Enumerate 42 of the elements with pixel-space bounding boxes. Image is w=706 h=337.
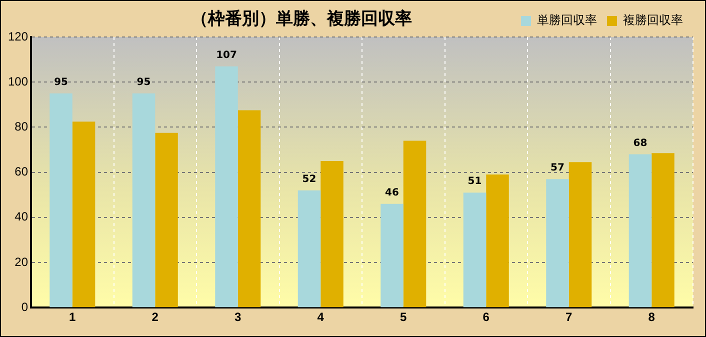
bar — [155, 132, 178, 308]
x-tick-label: 4 — [317, 310, 324, 324]
bar — [652, 153, 674, 308]
bar — [568, 162, 592, 308]
bar — [50, 93, 72, 308]
data-label: 107 — [216, 50, 237, 61]
bar — [463, 192, 486, 308]
x-tick-label: 6 — [482, 310, 490, 324]
bar — [215, 66, 238, 308]
data-label: 57 — [550, 162, 564, 174]
data-label: 51 — [468, 176, 482, 188]
x-tick-label: 2 — [152, 310, 159, 324]
data-label: 52 — [302, 174, 316, 185]
y-tick-label: 20 — [14, 254, 28, 269]
legend-label: 複勝回収率 — [623, 13, 683, 28]
x-tick-label: 7 — [566, 310, 573, 324]
x-tick-label: 8 — [648, 310, 656, 324]
bar — [132, 93, 156, 308]
bar — [486, 174, 509, 308]
bar — [628, 154, 652, 308]
data-label: 95 — [136, 76, 151, 88]
bar — [238, 110, 261, 308]
y-tick-label: 0 — [21, 300, 28, 314]
bar — [320, 161, 344, 308]
y-tick-label: 40 — [14, 210, 28, 224]
bar — [72, 122, 96, 308]
y-tick-label: 120 — [8, 29, 28, 44]
chart-title: （枠番別）単勝、複勝回収率 — [191, 8, 412, 30]
x-tick-label: 3 — [234, 310, 242, 324]
bar — [403, 140, 426, 308]
bar — [546, 179, 569, 308]
bar — [380, 204, 404, 308]
y-tick-label: 60 — [14, 164, 28, 179]
data-label: 68 — [633, 138, 648, 149]
data-label: 95 — [54, 76, 68, 88]
y-tick-label: 100 — [8, 74, 28, 88]
y-tick-label: 80 — [14, 120, 28, 134]
bar — [298, 190, 321, 308]
data-label: 46 — [385, 187, 400, 198]
x-tick-label: 1 — [69, 310, 76, 324]
legend-label: 単勝回収率 — [537, 13, 597, 28]
x-tick-label: 5 — [400, 310, 408, 324]
